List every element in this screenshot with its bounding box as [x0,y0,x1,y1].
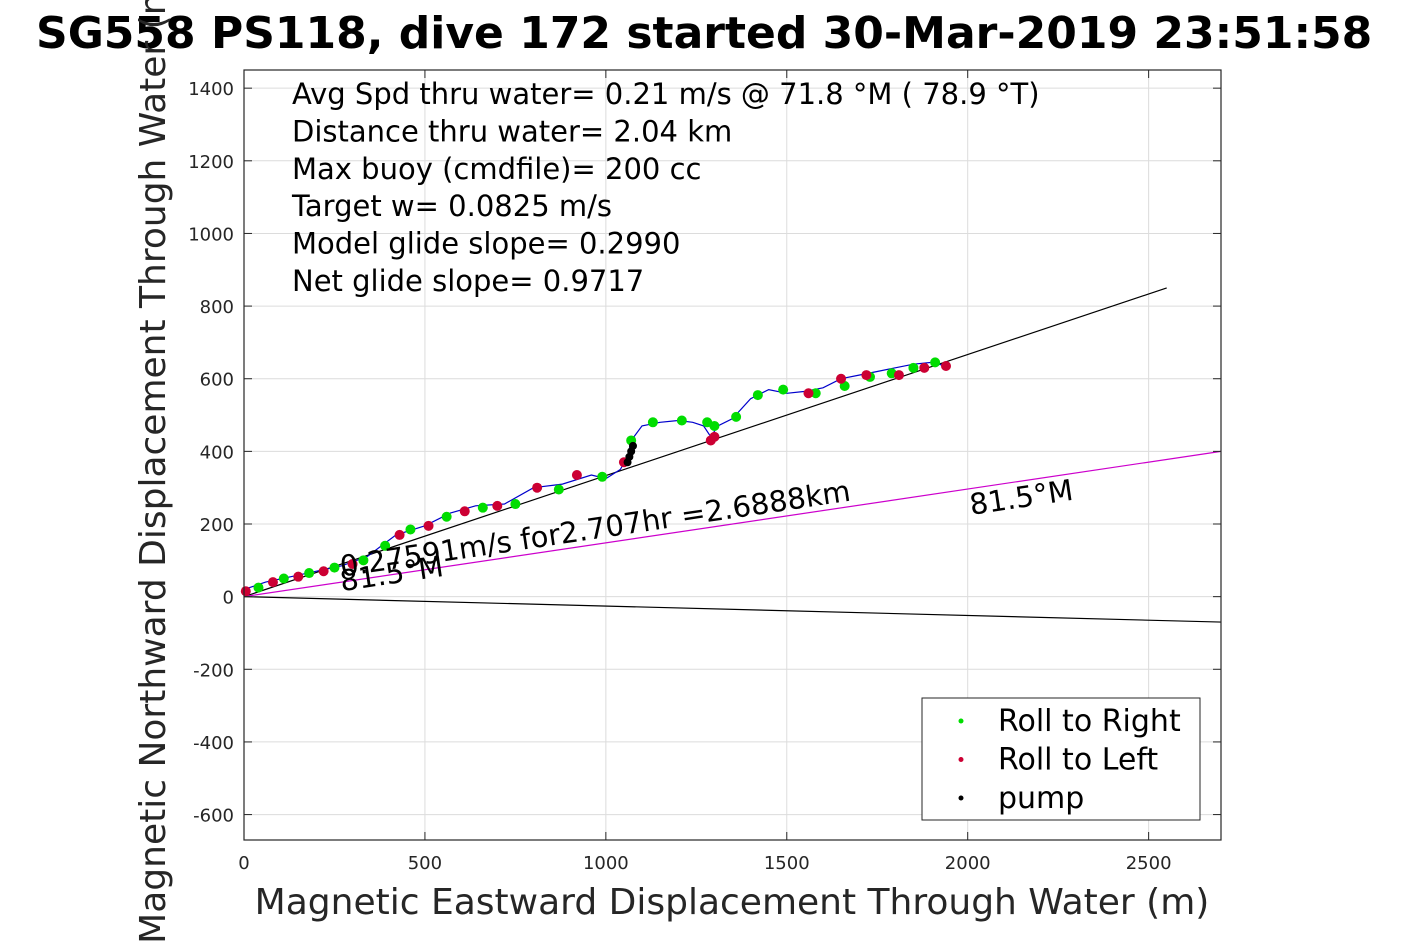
x-tick-label: 0 [238,853,249,874]
y-tick-label: 800 [200,297,234,318]
heading-line [243,287,1167,598]
roll-to-right-point [553,484,564,495]
roll-to-left-point [492,500,503,511]
x-axis-label: Magnetic Eastward Displacement Through W… [255,882,1210,923]
roll-to-right-point [477,502,488,513]
x-tick-label: 1500 [764,853,810,874]
chart-title: SG558 PS118, dive 172 started 30-Mar-201… [36,8,1372,59]
roll-to-right-point [358,555,369,566]
roll-to-right-point [405,524,416,535]
legend-marker [958,718,964,724]
legend-label: Roll to Right [998,704,1181,739]
roll-to-left-point [940,361,951,372]
data-points [240,357,951,597]
roll-to-left-point [836,373,847,384]
roll-to-right-point [810,388,821,399]
roll-to-right-point [510,499,521,510]
roll-to-right-point [647,417,658,428]
roll-to-right-point [278,573,289,584]
roll-to-right-point [752,390,763,401]
y-tick-label: 0 [223,588,234,609]
y-tick-label: 200 [200,515,234,536]
roll-to-right-point [731,411,742,422]
roll-to-left-point [709,431,720,442]
roll-to-right-point [676,415,687,426]
axis-ticks: 0 500 1000 1500 2000 2500 -600 -400 -200 0 200 400 6… [188,70,1221,874]
y-tick-label: 600 [200,370,234,391]
roll-to-left-point [293,571,304,582]
roll-to-left-point [532,482,543,493]
roll-to-right-point [778,384,789,395]
roll-to-right-point [380,540,391,551]
y-tick-label: -200 [193,660,234,681]
roll-to-right-point [441,511,452,522]
x-tick-label: 500 [408,853,442,874]
legend-marker [958,757,964,762]
y-tick-label: 1200 [188,152,234,173]
roll-to-right-point [597,471,608,482]
y-tick-label: -400 [193,733,234,754]
roll-to-left-point [394,529,405,540]
y-axis-label: Magnetic Northward Displacement Through … [133,0,174,944]
roll-to-left-point [267,577,278,588]
y-tick-label: 1000 [188,224,234,245]
y-tick-label: 1400 [188,79,234,100]
info-line: Model glide slope= 0.2990 [292,227,680,261]
current-ref-line [243,596,1222,623]
roll-to-right-point [304,568,315,579]
roll-to-right-point [908,362,919,373]
legend-box [921,697,1201,821]
current-line [243,450,1222,598]
roll-to-right-point [329,562,340,573]
info-line: Avg Spd thru water= 0.21 m/s @ 71.8 °M (… [292,77,1040,111]
roll-to-left-point [571,469,582,480]
roll-to-left-point [861,370,872,381]
legend-label: pump [998,781,1084,816]
roll-to-right-point [930,357,941,368]
roll-to-left-point [459,506,470,517]
roll-to-right-point [709,420,720,431]
roll-to-left-point [240,586,251,597]
dive-info-text: Avg Spd thru water= 0.21 m/s @ 71.8 °M (… [291,77,1040,298]
info-line: Net glide slope= 0.9717 [292,264,644,298]
y-tick-label: -600 [193,806,234,827]
roll-to-left-point [318,566,329,577]
roll-to-left-point [803,388,814,399]
legend-marker [958,795,964,801]
plot-frame [243,69,1222,841]
info-line: Distance thru water= 2.04 km [292,114,732,148]
x-tick-label: 1000 [583,853,629,874]
x-tick-label: 2000 [945,853,991,874]
x-tick-label: 2500 [1126,853,1172,874]
info-line: Target w= 0.0825 m/s [291,189,612,223]
roll-to-left-point [347,558,358,569]
roll-to-left-point [423,520,434,531]
legend-label: Roll to Left [998,743,1158,778]
roll-to-right-point [253,582,264,593]
roll-to-left-point [893,370,904,381]
roll-to-left-point [919,362,930,373]
reference-lines [243,287,1222,623]
pump-point [628,441,637,450]
y-tick-label: 400 [200,442,234,463]
info-line: Max buoy (cmdfile)= 200 cc [292,152,701,186]
